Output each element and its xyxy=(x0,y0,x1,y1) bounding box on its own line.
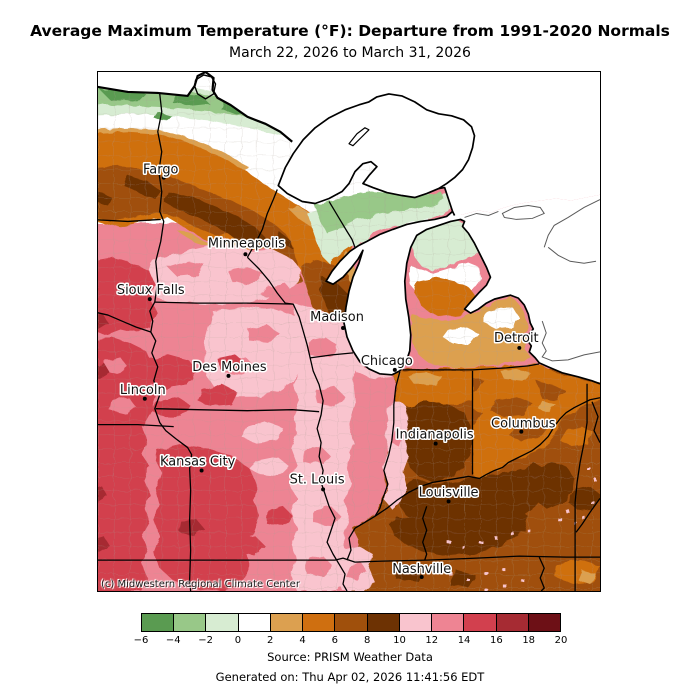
lake-huron-erie-ontario xyxy=(452,194,600,383)
date-range-subtitle: March 22, 2026 to March 31, 2026 xyxy=(229,45,471,61)
city-marker xyxy=(519,429,524,434)
legend-color-cell xyxy=(464,614,497,631)
ontario-coastline xyxy=(464,199,600,362)
state-borders xyxy=(98,93,600,591)
legend-color-cell xyxy=(174,614,207,631)
city-label: Des Moines xyxy=(192,360,267,375)
legend-tick: 20 xyxy=(554,635,568,646)
city-label: St. Louis xyxy=(290,472,345,487)
city-marker xyxy=(321,487,326,492)
cities-layer: Fargo Minneapolis Sioux Falls Madison Des Mo… xyxy=(115,161,557,580)
city-marker xyxy=(433,441,438,446)
map-canvas: Fargo Minneapolis Sioux Falls Madison Des Mo… xyxy=(98,72,600,591)
city-marker xyxy=(243,252,248,257)
legend-tick: 6 xyxy=(331,635,339,646)
city-label: Indianapolis xyxy=(396,428,474,443)
legend-color-cell xyxy=(303,614,336,631)
lake-shorelines xyxy=(193,74,600,385)
legend-tick: 16 xyxy=(490,635,503,646)
legend-color-cell xyxy=(270,614,304,631)
city-marker xyxy=(517,345,522,350)
legend-tick: 8 xyxy=(363,635,371,646)
city-label: Columbus xyxy=(491,417,556,432)
city-marker xyxy=(142,396,147,401)
legend-tick: −6 xyxy=(133,635,149,646)
legend-tick: 12 xyxy=(425,635,439,646)
city-marker xyxy=(161,175,166,180)
city-label: Fargo xyxy=(143,163,178,178)
map-copyright: (c) Midwestern Regional Climate Center xyxy=(101,579,300,590)
city-marker xyxy=(199,468,204,473)
legend-color-cell xyxy=(238,614,271,631)
city-label: Minneapolis xyxy=(208,236,285,251)
lake-michigan xyxy=(326,211,465,375)
city-label: Kansas City xyxy=(160,454,236,469)
legend-tick: −4 xyxy=(165,635,181,646)
data-source-note: Source: PRISM Weather Data xyxy=(267,650,433,664)
city-label: Detroit xyxy=(494,331,539,346)
city-label: Louisville xyxy=(419,485,479,500)
city-marker xyxy=(392,367,397,372)
legend-color-cell xyxy=(367,614,400,631)
legend-tick: 10 xyxy=(393,635,406,646)
city-marker xyxy=(446,499,451,504)
legend-tick: 2 xyxy=(267,635,274,646)
city-label: Lincoln xyxy=(120,383,166,398)
legend-color-cell xyxy=(528,614,561,631)
city-label: Sioux Falls xyxy=(117,283,185,298)
city-marker xyxy=(226,373,231,378)
legend-color-cell xyxy=(335,614,368,631)
city-label: Madison xyxy=(310,310,364,325)
legend-tick: 0 xyxy=(234,635,242,646)
legend-color-cell xyxy=(399,614,433,631)
page-title: Average Maximum Temperature (°F): Depart… xyxy=(30,22,670,40)
legend-color-cell xyxy=(496,614,529,631)
legend-colorbar xyxy=(141,613,561,632)
canada-border xyxy=(98,72,293,143)
legend-tick: −2 xyxy=(198,635,213,646)
legend-tick: 14 xyxy=(457,635,471,646)
legend-color-cell xyxy=(432,614,465,631)
city-label: Chicago xyxy=(361,354,413,369)
city-label: Nashville xyxy=(392,562,451,577)
generated-timestamp: Generated on: Thu Apr 02, 2026 11:41:56 … xyxy=(215,670,485,684)
city-marker xyxy=(419,575,424,580)
city-marker xyxy=(147,297,152,302)
legend-tick: 18 xyxy=(522,635,536,646)
legend-tick-labels: −6 −4 −2 0 2 4 6 8 10 12 14 16 18 20 xyxy=(134,635,568,649)
legend-tick: 4 xyxy=(299,635,306,646)
legend-color-cell xyxy=(142,614,175,631)
legend-color-cell xyxy=(206,614,239,631)
city-marker xyxy=(341,326,346,331)
map-panel: Fargo Minneapolis Sioux Falls Madison Des Mo… xyxy=(97,71,601,592)
